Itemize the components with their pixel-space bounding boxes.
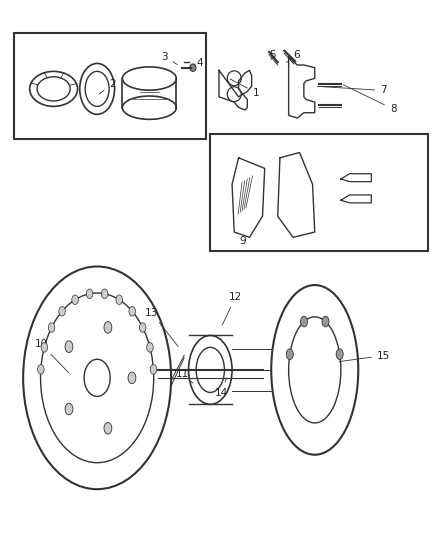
Bar bbox=[14, 33, 206, 139]
Ellipse shape bbox=[65, 341, 73, 352]
Ellipse shape bbox=[116, 295, 123, 304]
Bar bbox=[210, 134, 428, 251]
Text: 6: 6 bbox=[286, 51, 300, 62]
Ellipse shape bbox=[104, 321, 112, 333]
Ellipse shape bbox=[147, 343, 153, 352]
Text: 4: 4 bbox=[191, 59, 203, 68]
Text: 1: 1 bbox=[230, 79, 259, 98]
Ellipse shape bbox=[139, 323, 146, 332]
Ellipse shape bbox=[48, 323, 55, 332]
Text: 13: 13 bbox=[145, 308, 178, 346]
Ellipse shape bbox=[129, 306, 135, 316]
Ellipse shape bbox=[190, 64, 196, 71]
Ellipse shape bbox=[300, 316, 307, 327]
Text: 10: 10 bbox=[35, 340, 69, 373]
Ellipse shape bbox=[104, 423, 112, 434]
Ellipse shape bbox=[59, 306, 65, 316]
Text: 15: 15 bbox=[339, 351, 390, 361]
Ellipse shape bbox=[336, 349, 343, 360]
Ellipse shape bbox=[86, 289, 93, 298]
Ellipse shape bbox=[102, 289, 108, 298]
Ellipse shape bbox=[65, 403, 73, 415]
Text: 3: 3 bbox=[161, 52, 177, 64]
Text: 8: 8 bbox=[343, 85, 396, 114]
Ellipse shape bbox=[322, 316, 329, 327]
Text: 12: 12 bbox=[223, 292, 242, 325]
Text: 5: 5 bbox=[269, 51, 276, 60]
Text: 11: 11 bbox=[175, 369, 193, 383]
Text: 7: 7 bbox=[318, 85, 387, 95]
Text: 2: 2 bbox=[99, 78, 116, 94]
Ellipse shape bbox=[128, 372, 136, 384]
Ellipse shape bbox=[41, 343, 48, 352]
Ellipse shape bbox=[150, 365, 157, 374]
Text: 9: 9 bbox=[240, 234, 252, 246]
Text: 14: 14 bbox=[215, 378, 228, 398]
Ellipse shape bbox=[286, 349, 293, 360]
Ellipse shape bbox=[38, 365, 44, 374]
Ellipse shape bbox=[72, 295, 78, 304]
